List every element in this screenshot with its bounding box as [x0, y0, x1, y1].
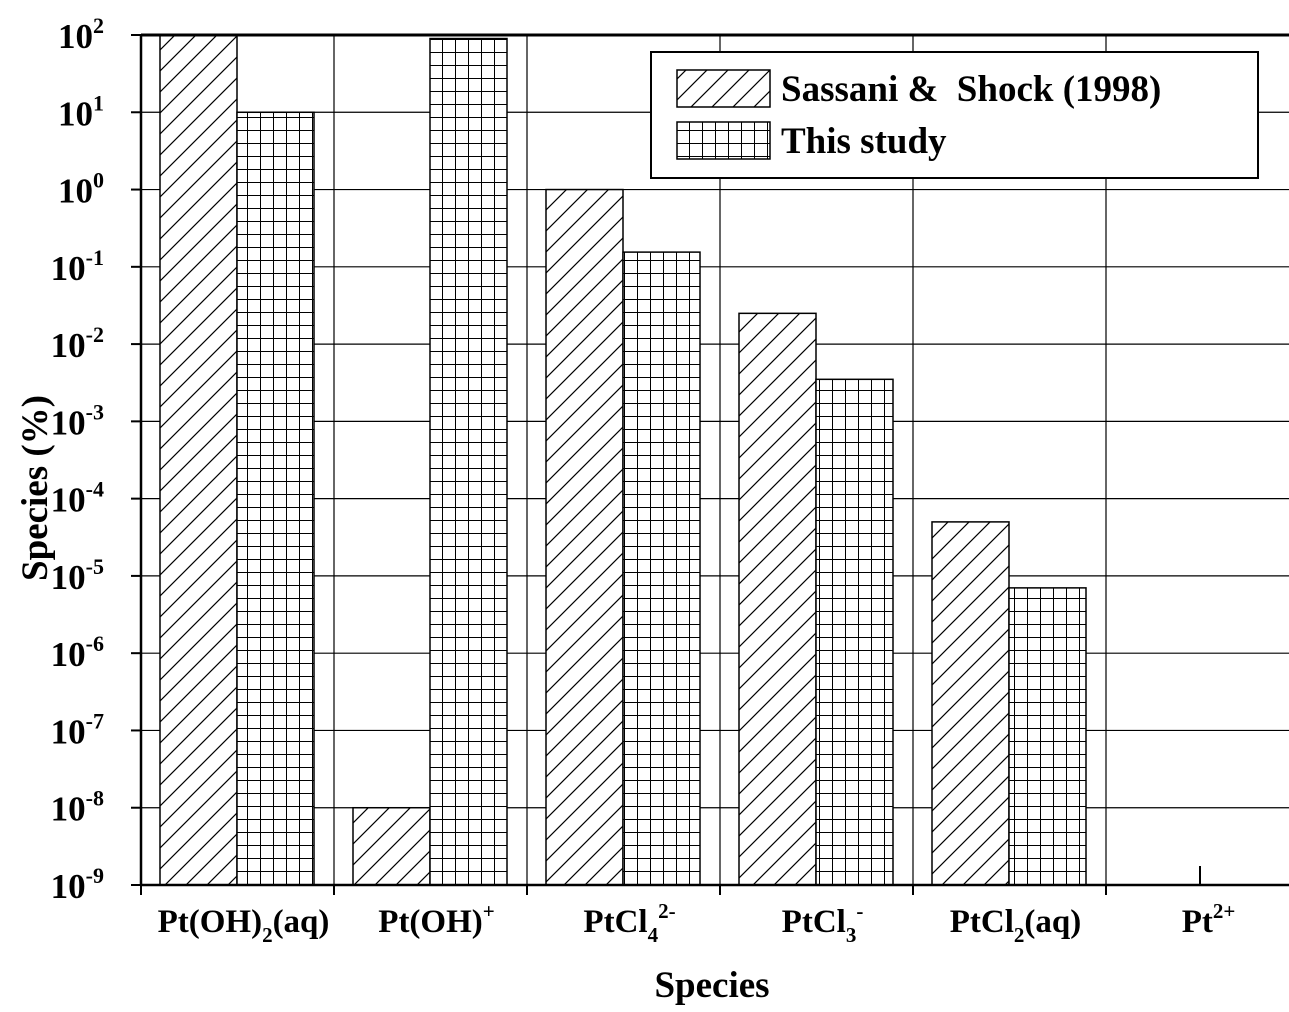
y-axis-title: Species (%) [15, 395, 56, 581]
gridlines [141, 111, 1289, 809]
y-tick-label: 100 [58, 168, 104, 211]
y-tick-label: 10-5 [51, 554, 104, 597]
y-tick-label: 10-2 [51, 322, 104, 365]
y-tick-label: 10-3 [51, 399, 104, 442]
x-tick-label: PtCl3- [782, 899, 864, 947]
bar-sassani-shock [159, 34, 238, 886]
y-tick-labels: 102 101 100 10-1 10-2 10-3 10-4 10-5 10-6 10-7 10-… [51, 13, 104, 906]
legend-swatch [676, 69, 771, 108]
bar-this-study [622, 251, 701, 886]
legend-label: Sassani & Shock (1998) [781, 69, 1161, 110]
bars [159, 34, 1087, 886]
bar-sassani-shock [738, 312, 817, 886]
y-tick-label: 101 [58, 90, 104, 133]
x-tick-label: Pt(OH)2(aq) [158, 904, 330, 947]
axes [131, 33, 1289, 895]
bar-this-study [236, 111, 315, 886]
legend: Sassani & Shock (1998) This study [650, 51, 1259, 179]
bar-this-study [429, 37, 508, 886]
bar-sassani-shock [545, 188, 624, 886]
bar-this-study [815, 378, 894, 886]
x-tick-label: PtCl42- [583, 899, 675, 947]
y-tick-label: 10-1 [51, 245, 104, 288]
bar-sassani-shock [931, 521, 1010, 886]
x-axis-title: Species [654, 965, 769, 1006]
bar-this-study [1008, 587, 1087, 886]
x-tick-label: Pt2+ [1182, 899, 1236, 940]
x-tick-labels: Pt(OH)2(aq) Pt(OH)+ PtCl42- PtCl3- PtCl2(aq)… [158, 899, 1236, 947]
y-tick-label: 10-8 [51, 786, 104, 829]
bar-sassani-shock [352, 806, 431, 886]
y-tick-label: 10-7 [51, 708, 104, 751]
legend-swatch [676, 121, 771, 160]
x-tick-label: Pt(OH)+ [378, 899, 494, 940]
y-tick-label: 10-6 [51, 631, 104, 674]
x-tick-label: PtCl2(aq) [950, 904, 1082, 947]
y-tick-label: 102 [58, 13, 104, 56]
legend-label: This study [781, 121, 947, 162]
y-tick-label: 10-4 [51, 477, 104, 520]
y-tick-label: 10-9 [51, 863, 104, 906]
